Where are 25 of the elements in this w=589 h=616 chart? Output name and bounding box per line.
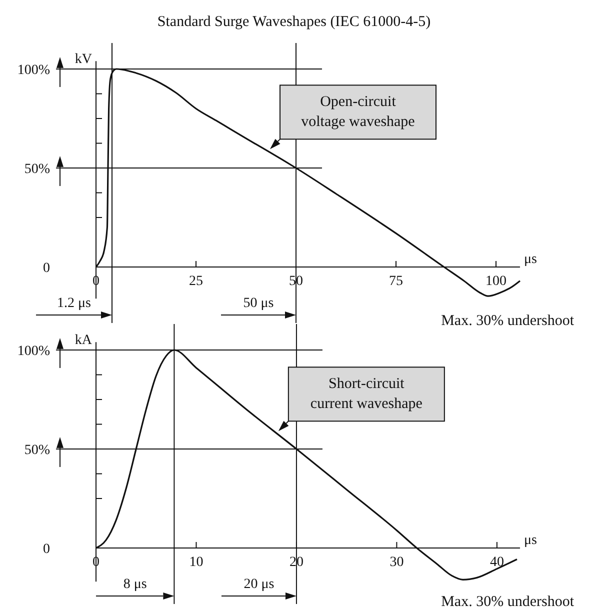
x-tick-label: 40 xyxy=(490,555,504,570)
y-tick-label: 50% xyxy=(24,442,50,458)
y-tick-label: 50% xyxy=(24,162,50,177)
y-axis-title: kV xyxy=(74,52,92,67)
text: Max. 30% undershoot xyxy=(441,594,575,610)
x-axis-title: μs xyxy=(524,252,537,267)
x-tick-label: 30 xyxy=(390,555,404,570)
annotation: Short-circuit current waveshape xyxy=(310,376,423,412)
x-tick-label: 75 xyxy=(389,274,403,289)
text: Max. 30% undershoot xyxy=(441,313,575,329)
x-tick-label: 25 xyxy=(189,274,203,289)
ref-line-label: 20 μs xyxy=(244,577,274,592)
y-tick-label: 0 xyxy=(43,542,50,557)
chart-title: Standard Surge Waveshapes (IEC 61000-4-5) xyxy=(157,14,431,30)
y-tick-label: 100% xyxy=(17,344,50,359)
x-tick-label: 100 xyxy=(486,274,506,289)
x-tick-label: 10 xyxy=(189,555,204,570)
y-tick-label: 100% xyxy=(17,62,50,78)
y-tick-label: 0 xyxy=(43,260,50,276)
x-axis-title: μs xyxy=(524,533,537,548)
ref-line-label: 8 μs xyxy=(123,577,147,592)
ref-line-label: 50 μs xyxy=(243,296,274,311)
y-axis-title: kA xyxy=(74,333,93,348)
annotation: Open-circuit voltage waveshape xyxy=(301,94,416,130)
ref-line-label: 1.2 μs xyxy=(57,296,91,311)
